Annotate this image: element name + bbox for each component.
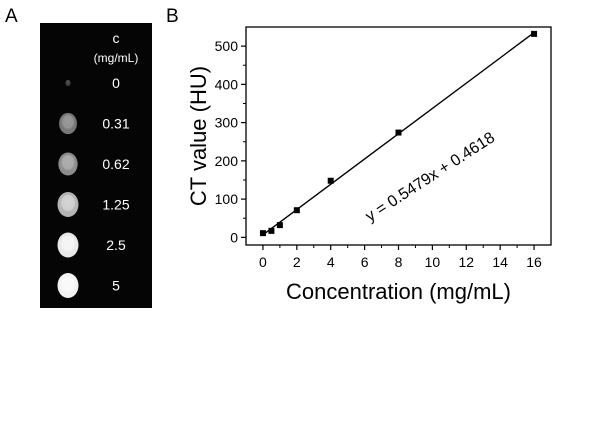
- data-point: [268, 227, 275, 234]
- phantom-spot-highlight: [60, 235, 76, 253]
- x-tick-label: 14: [492, 254, 508, 270]
- phantom-canvas: c (mg/mL) 0 0.31 0.62 1.25 2.5 5: [57, 30, 139, 298]
- x-tick-label: 4: [327, 254, 335, 270]
- ct-phantom-image: c (mg/mL) 0 0.31 0.62 1.25 2.5 5: [40, 23, 152, 308]
- y-axis-label: CT value (HU): [186, 66, 211, 206]
- y-tick-label: 100: [215, 191, 239, 207]
- concentration-label: 0.62: [102, 156, 129, 172]
- phantom-spot-highlight: [60, 194, 76, 213]
- phantom-spot-highlight: [60, 275, 76, 294]
- data-point: [259, 230, 266, 237]
- x-tick-label: 12: [458, 254, 474, 270]
- y-tick-label: 300: [215, 115, 239, 131]
- data-point: [293, 207, 300, 214]
- phantom-spot-highlight: [66, 79, 70, 85]
- y-tick-label: 500: [215, 38, 239, 54]
- phantom-spot-highlight: [61, 115, 75, 130]
- concentration-label: 0.31: [102, 116, 129, 132]
- y-tick-label: 400: [215, 76, 239, 92]
- concentration-label: 2.5: [106, 237, 126, 253]
- concentration-label: 1.25: [102, 197, 129, 213]
- concentration-label: 5: [112, 278, 120, 294]
- x-axis-label: Concentration (mg/mL): [286, 279, 511, 304]
- x-tick-label: 16: [526, 254, 542, 270]
- x-tick-label: 2: [293, 254, 301, 270]
- panel-b-letter: B: [166, 6, 179, 27]
- concentration-label: 0: [112, 75, 120, 91]
- y-tick-label: 0: [230, 229, 238, 245]
- x-tick-label: 10: [425, 254, 441, 270]
- concentration-header-symbol: c: [113, 30, 120, 46]
- data-point: [531, 30, 538, 37]
- phantom-spot-highlight: [61, 154, 75, 172]
- panel-a-letter: A: [5, 6, 18, 27]
- y-tick-label: 200: [215, 153, 239, 169]
- concentration-header-unit: (mg/mL): [94, 51, 139, 65]
- data-point: [327, 177, 334, 184]
- x-tick-label: 6: [361, 254, 369, 270]
- fit-equation-annotation: y = 0.5479x + 0.4618: [363, 129, 498, 225]
- data-point: [276, 222, 283, 229]
- x-tick-label: 8: [395, 254, 403, 270]
- plot-frame: [245, 26, 552, 246]
- data-point: [395, 129, 402, 136]
- x-tick-label: 0: [259, 254, 267, 270]
